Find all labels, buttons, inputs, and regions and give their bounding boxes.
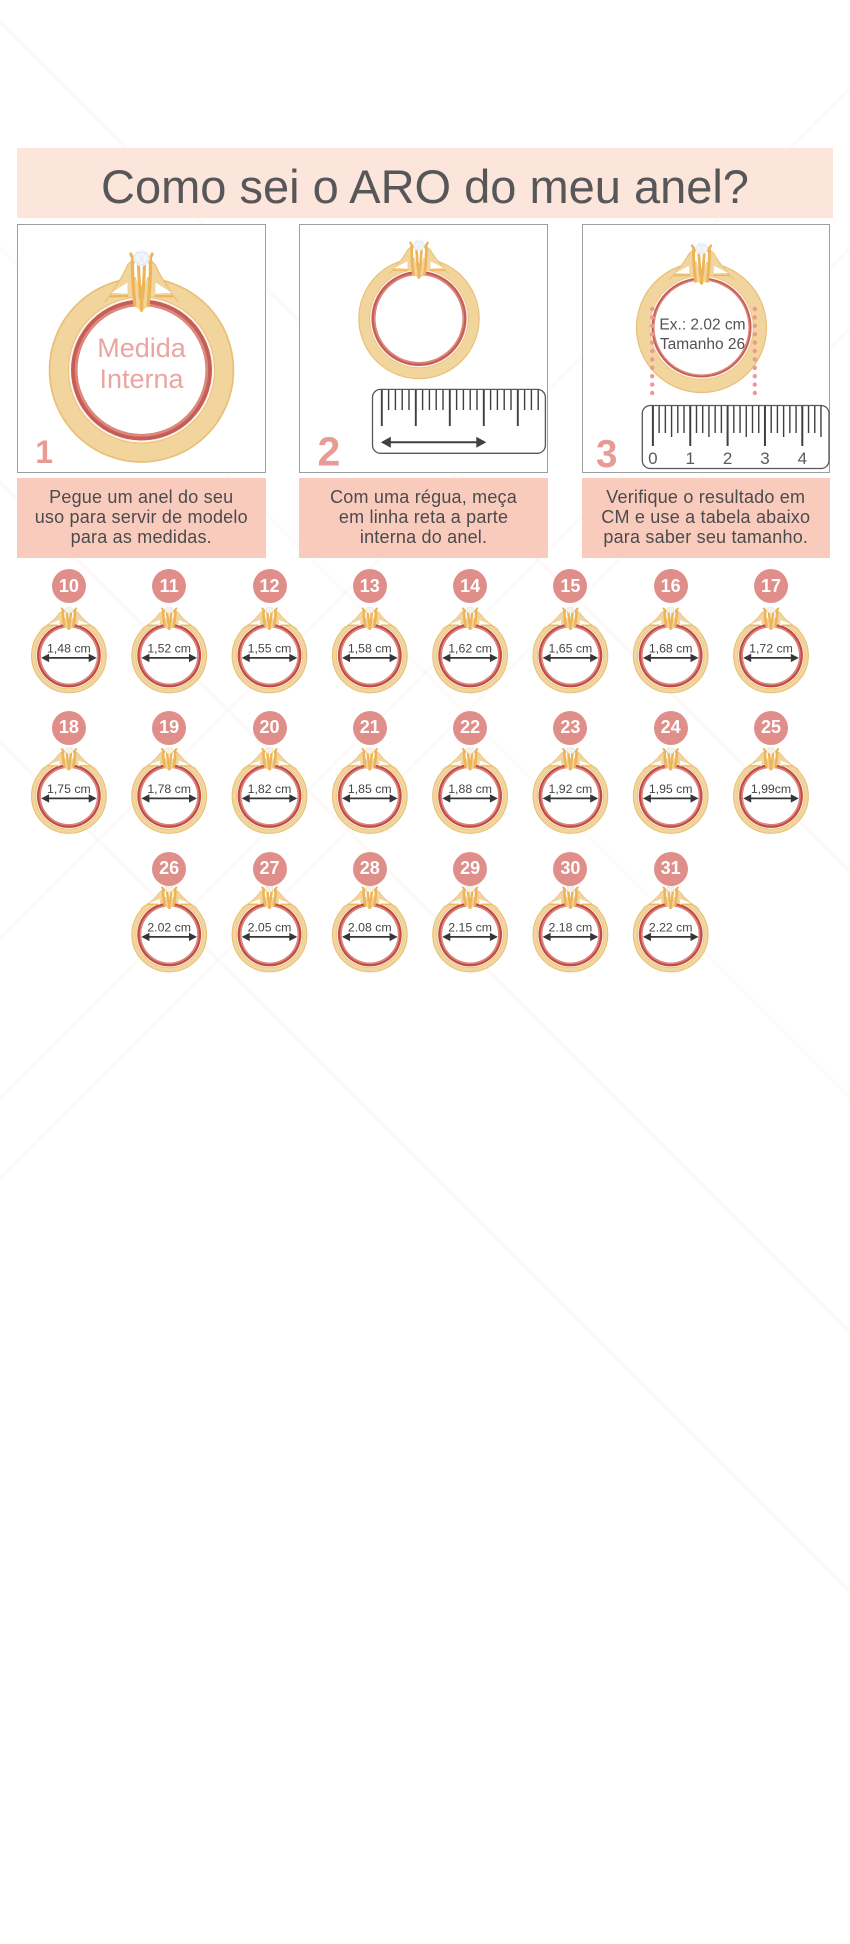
svg-text:Medida: Medida (97, 333, 187, 363)
svg-text:1,95 cm: 1,95 cm (649, 782, 693, 796)
svg-text:1,65 cm: 1,65 cm (549, 642, 593, 656)
svg-text:1,58 cm: 1,58 cm (348, 642, 392, 656)
svg-text:1,82 cm: 1,82 cm (248, 782, 292, 796)
svg-text:2.15 cm: 2.15 cm (448, 921, 492, 935)
svg-text:4: 4 (798, 449, 807, 468)
svg-text:2.08 cm: 2.08 cm (348, 921, 392, 935)
svg-text:Interna: Interna (99, 364, 184, 394)
svg-text:1,48 cm: 1,48 cm (47, 642, 91, 656)
svg-text:2.18 cm: 2.18 cm (549, 921, 593, 935)
svg-text:1,68 cm: 1,68 cm (649, 642, 693, 656)
svg-text:1,52 cm: 1,52 cm (147, 642, 191, 656)
svg-text:1,55 cm: 1,55 cm (248, 642, 292, 656)
svg-text:1: 1 (35, 434, 53, 470)
svg-text:1,99cm: 1,99cm (751, 782, 791, 796)
svg-text:0: 0 (648, 449, 657, 468)
svg-text:1,62 cm: 1,62 cm (448, 642, 492, 656)
svg-text:1,75 cm: 1,75 cm (47, 782, 91, 796)
svg-text:2.05 cm: 2.05 cm (248, 921, 292, 935)
svg-text:1,88 cm: 1,88 cm (448, 782, 492, 796)
svg-text:2: 2 (723, 449, 732, 468)
svg-text:1: 1 (686, 449, 695, 468)
svg-text:1,72 cm: 1,72 cm (749, 642, 793, 656)
svg-text:1,92 cm: 1,92 cm (549, 782, 593, 796)
svg-text:Tamanho 26: Tamanho 26 (660, 336, 745, 353)
svg-text:Ex.: 2.02 cm: Ex.: 2.02 cm (659, 317, 745, 334)
svg-text:1,85 cm: 1,85 cm (348, 782, 392, 796)
svg-text:3: 3 (596, 433, 617, 476)
svg-text:2.02 cm: 2.02 cm (147, 921, 191, 935)
svg-text:2.22 cm: 2.22 cm (649, 921, 693, 935)
svg-text:1,78 cm: 1,78 cm (147, 782, 191, 796)
svg-text:2: 2 (318, 428, 341, 474)
svg-text:3: 3 (760, 449, 769, 468)
